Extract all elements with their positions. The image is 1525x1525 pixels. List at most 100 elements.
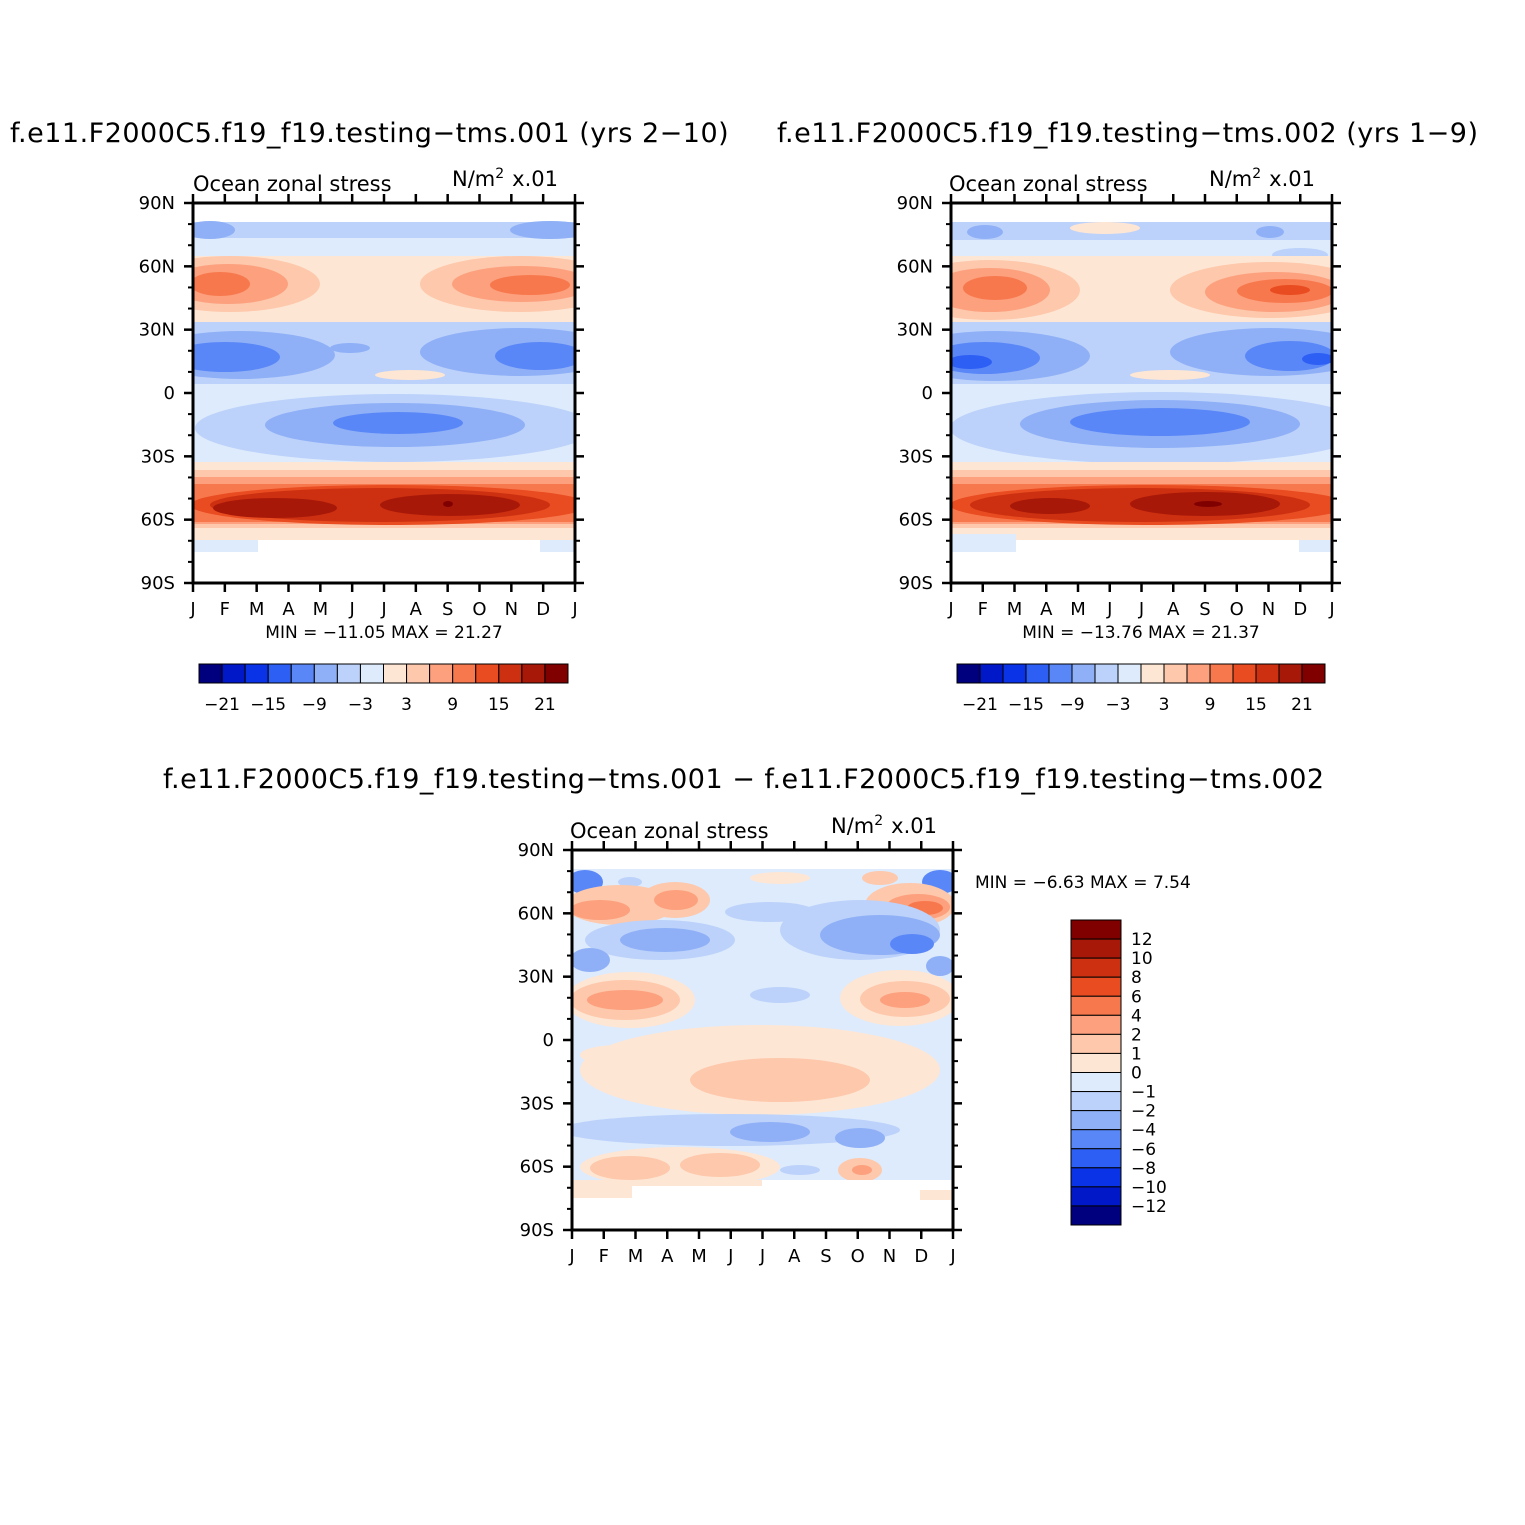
panel2-colorbar-label: 21 <box>1291 695 1313 715</box>
panel3-colorbar-swatch <box>1070 1072 1122 1093</box>
panel1-ytick-label: 90S <box>141 573 175 594</box>
panel1-colorbar-swatch <box>198 663 223 684</box>
panel1-xtick-label: J <box>571 599 577 620</box>
panel1-colorbar-swatch <box>244 663 269 684</box>
panel3-xtick-label: A <box>788 1246 801 1267</box>
panel3-colorbar-swatch <box>1070 1033 1122 1054</box>
panel3-colorbar-label: 8 <box>1131 968 1142 988</box>
panel2-ytick-label: 30N <box>897 320 933 341</box>
panel3-colorbar-label: 1 <box>1131 1044 1142 1064</box>
panel3-xtick-label: S <box>820 1246 831 1267</box>
panel1-colorbar-label: −15 <box>250 695 286 715</box>
panel3-minmax: MIN = −6.63 MAX = 7.54 <box>975 873 1191 893</box>
panel1-colorbar-label: −9 <box>302 695 327 715</box>
panel1-colorbar-swatch <box>359 663 384 684</box>
panel2-colorbar-swatch <box>1025 663 1050 684</box>
panel2-colorbar-swatch <box>956 663 981 684</box>
panel1-colorbar-label: 3 <box>401 695 412 715</box>
panel2-colorbar-swatch <box>1186 663 1211 684</box>
panel3-xtick-label: J <box>949 1246 955 1267</box>
panel1-title: f.e11.F2000C5.f19_f19.testing−tms.001 (y… <box>10 118 730 149</box>
panel3-xtick-label: J <box>568 1246 574 1267</box>
panel2-ytick-label: 30S <box>899 446 933 467</box>
panel1-xtick-label: J <box>189 599 195 620</box>
panel3-ytick-label: 90S <box>520 1220 554 1241</box>
panel3-ytick-label: 30S <box>520 1093 554 1114</box>
panel3-colorbar-label: 0 <box>1131 1064 1142 1084</box>
panel2-title: f.e11.F2000C5.f19_f19.testing−tms.002 (y… <box>777 118 1479 149</box>
panel3-colorbar-label: −6 <box>1131 1140 1156 1160</box>
panel3-colorbar-label: 6 <box>1131 987 1142 1007</box>
panel1-field-label: Ocean zonal stress <box>193 172 392 196</box>
panel2-colorbar-label: −15 <box>1008 695 1044 715</box>
panel1-colorbar-swatch <box>475 663 500 684</box>
panel3-xtick-label: J <box>727 1246 733 1267</box>
panel1-minmax: MIN = −11.05 MAX = 21.27 <box>265 623 502 643</box>
panel2-colorbar-label: 3 <box>1159 695 1170 715</box>
panel3-colorbar-swatch <box>1070 957 1122 978</box>
panel2-colorbar-label: 9 <box>1205 695 1216 715</box>
panel3-xtick-label: F <box>599 1246 609 1267</box>
panel2-colorbar-label: −3 <box>1105 695 1130 715</box>
panel3-colorbar-swatch <box>1070 938 1122 959</box>
panel2-ytick-label: 0 <box>922 383 933 404</box>
panel3-colorbar-label: −8 <box>1131 1159 1156 1179</box>
panel1-colorbar-label: −3 <box>348 695 373 715</box>
panel3-ytick-label: 30N <box>518 967 554 988</box>
panel3-colorbar-swatch <box>1070 1167 1122 1188</box>
panel2-ytick-label: 60S <box>899 510 933 531</box>
panel1-xtick-label: M <box>249 599 265 620</box>
panel1-colorbar-swatch <box>521 663 546 684</box>
panel1-xtick-label: A <box>282 599 295 620</box>
panel1-colorbar-swatch <box>544 663 569 684</box>
panel1-xtick-label: N <box>505 599 518 620</box>
panel2-colorbar-swatch <box>1002 663 1027 684</box>
panel2-xtick-label: J <box>947 599 953 620</box>
panel3-colorbar-swatch <box>1070 1110 1122 1131</box>
panel2-xtick-label: J <box>1106 599 1112 620</box>
panel2-ytick-label: 60N <box>897 256 933 277</box>
panel2-colorbar-swatch <box>1117 663 1142 684</box>
panel1-colorbar-label: 9 <box>447 695 458 715</box>
panel2-colorbar-label: −21 <box>962 695 998 715</box>
panel2-colorbar-swatch <box>1209 663 1234 684</box>
panel1-colorbar-swatch <box>452 663 477 684</box>
panel1-ytick-label: 90N <box>139 193 175 214</box>
panel2-colorbar-swatch <box>1140 663 1165 684</box>
panel2-xtick-label: N <box>1262 599 1275 620</box>
panel1-xtick-label: J <box>349 599 355 620</box>
panel2-xtick-label: S <box>1199 599 1210 620</box>
panel3-xtick-label: N <box>883 1246 896 1267</box>
panel2-colorbar-swatch <box>1163 663 1188 684</box>
panel3-colorbar-swatch <box>1070 1014 1122 1035</box>
panel2-xtick-label: F <box>978 599 988 620</box>
panel3-ytick-label: 90N <box>518 840 554 861</box>
panel2-xtick-label: J <box>1328 599 1334 620</box>
panel3-contours <box>572 850 953 1230</box>
panel2-colorbar-swatch <box>1255 663 1280 684</box>
panel2-colorbar-swatch <box>1232 663 1257 684</box>
panel1-units: N/m2 x.01 <box>452 166 558 191</box>
panel1-xtick-label: A <box>410 599 423 620</box>
panel2-colorbar-swatch <box>979 663 1004 684</box>
panel2-colorbar-label: 15 <box>1245 695 1267 715</box>
panel3-xtick-label: A <box>661 1246 674 1267</box>
panel3-colorbar-swatch <box>1070 1091 1122 1112</box>
panel2-colorbar-swatch <box>1071 663 1096 684</box>
panel2-colorbar-label: −9 <box>1059 695 1084 715</box>
panel1-ytick-label: 0 <box>164 383 175 404</box>
panel3-colorbar-label: −10 <box>1131 1178 1167 1198</box>
panel2-units: N/m2 x.01 <box>1209 166 1315 191</box>
panel3-colorbar-swatch <box>1070 1205 1122 1226</box>
panel1-colorbar-label: −21 <box>204 695 240 715</box>
panel1-colorbar-swatch <box>290 663 315 684</box>
panel3-colorbar-label: −1 <box>1131 1083 1156 1103</box>
panel1-xtick-label: D <box>536 599 550 620</box>
panel3-xtick-label: J <box>759 1246 765 1267</box>
